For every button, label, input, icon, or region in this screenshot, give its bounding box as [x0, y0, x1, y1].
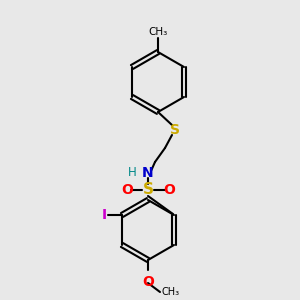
Text: H: H [128, 167, 136, 179]
Text: O: O [142, 275, 154, 289]
Text: S: S [142, 182, 154, 197]
Text: CH₃: CH₃ [162, 287, 180, 297]
Text: I: I [101, 208, 106, 222]
Text: O: O [121, 183, 133, 197]
Text: N: N [142, 166, 154, 180]
Text: S: S [170, 123, 180, 137]
Text: O: O [163, 183, 175, 197]
Text: CH₃: CH₃ [148, 27, 168, 37]
